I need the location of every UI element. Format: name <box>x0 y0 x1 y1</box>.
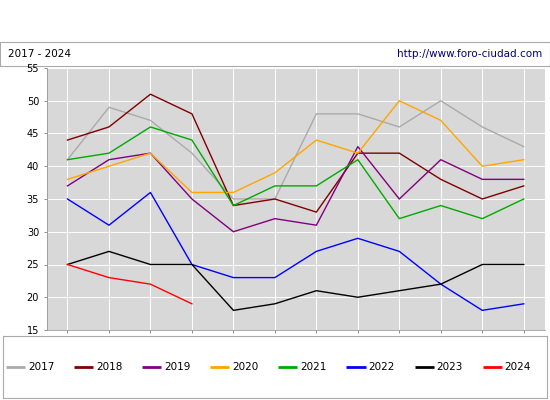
Text: 2021: 2021 <box>300 362 327 372</box>
Text: 2024: 2024 <box>504 362 531 372</box>
Text: 2017: 2017 <box>28 362 54 372</box>
Text: 2020: 2020 <box>232 362 258 372</box>
Text: 2018: 2018 <box>96 362 122 372</box>
Text: Evolucion del paro registrado en Benissanet: Evolucion del paro registrado en Benissa… <box>122 14 428 28</box>
Text: 2023: 2023 <box>436 362 463 372</box>
Text: 2017 - 2024: 2017 - 2024 <box>8 49 72 59</box>
Text: 2022: 2022 <box>368 362 394 372</box>
Text: 2019: 2019 <box>164 362 190 372</box>
Text: http://www.foro-ciudad.com: http://www.foro-ciudad.com <box>397 49 542 59</box>
